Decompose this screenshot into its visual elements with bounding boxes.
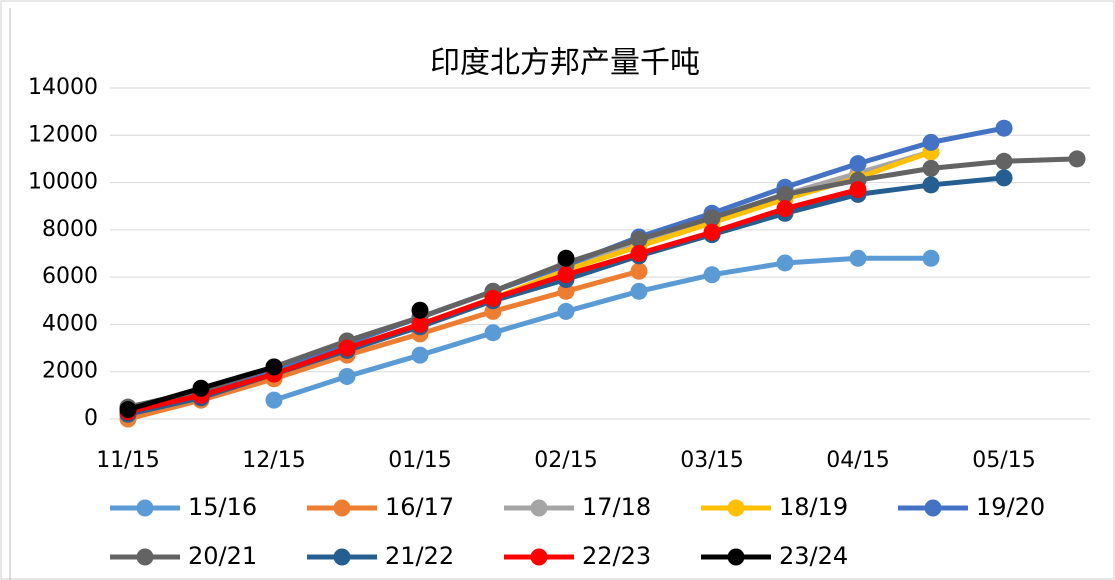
y-tick-label: 6000	[42, 264, 98, 289]
legend-label: 16/17	[385, 493, 454, 521]
legend-swatch-marker	[136, 548, 154, 566]
point	[922, 249, 940, 267]
point	[922, 159, 940, 177]
point	[484, 324, 502, 342]
point	[119, 401, 137, 419]
point	[338, 339, 356, 357]
point	[484, 289, 502, 307]
x-tick-label: 12/15	[242, 448, 305, 473]
legend-label: 19/20	[976, 493, 1045, 521]
y-tick-label: 8000	[42, 217, 98, 242]
x-tick-label: 03/15	[680, 448, 743, 473]
y-tick-label: 0	[84, 406, 98, 431]
point	[703, 223, 721, 241]
legend-swatch-marker	[136, 499, 154, 517]
point	[630, 230, 648, 248]
point	[557, 282, 575, 300]
point	[411, 301, 429, 319]
legend-swatch-marker	[530, 499, 548, 517]
legend-label: 17/18	[582, 493, 651, 521]
legend-label: 15/16	[188, 493, 257, 521]
y-tick-label: 10000	[28, 170, 98, 195]
point	[630, 245, 648, 262]
x-tick-label: 04/15	[826, 448, 889, 473]
x-tick-label: 02/15	[534, 448, 597, 473]
point	[1068, 150, 1086, 168]
legend-swatch-marker	[727, 499, 745, 517]
point	[265, 358, 283, 376]
legend-swatch-marker	[333, 499, 351, 517]
legend-label: 21/22	[385, 542, 454, 570]
point	[192, 379, 210, 397]
point	[776, 185, 794, 203]
legend-swatch-marker	[924, 499, 942, 517]
point	[995, 119, 1013, 137]
series-line	[127, 268, 640, 422]
series-line	[127, 156, 1078, 410]
series-line	[273, 255, 931, 403]
point	[922, 133, 940, 151]
point	[557, 249, 575, 267]
point	[630, 262, 648, 280]
legend-label: 20/21	[188, 542, 257, 570]
legend-swatch-marker	[333, 548, 351, 566]
point	[411, 315, 429, 333]
legend-label: 18/19	[779, 493, 848, 521]
legend-label: 22/23	[582, 542, 651, 570]
x-tick-label: 01/15	[388, 448, 451, 473]
point	[265, 391, 283, 409]
point	[703, 209, 721, 227]
y-tick-label: 14000	[28, 75, 98, 100]
point	[776, 200, 794, 218]
point	[557, 302, 575, 320]
point	[557, 266, 575, 284]
point	[849, 181, 867, 199]
legend-swatch-marker	[727, 548, 745, 566]
point	[776, 254, 794, 272]
legend-label: 23/24	[779, 542, 848, 570]
chart-title: 印度北方邦产量千吨	[430, 46, 700, 81]
legend-swatch-marker	[530, 548, 548, 566]
y-tick-label: 4000	[42, 311, 98, 336]
point	[995, 152, 1013, 170]
x-tick-label: 05/15	[972, 448, 1035, 473]
point	[849, 155, 867, 173]
point	[411, 346, 429, 364]
point	[849, 249, 867, 267]
point	[922, 176, 940, 194]
x-tick-label: 11/15	[96, 448, 159, 473]
y-tick-label: 2000	[42, 359, 98, 384]
point	[703, 266, 721, 284]
y-tick-label: 12000	[28, 122, 98, 147]
point	[995, 169, 1013, 187]
point	[338, 367, 356, 385]
point	[630, 282, 648, 300]
